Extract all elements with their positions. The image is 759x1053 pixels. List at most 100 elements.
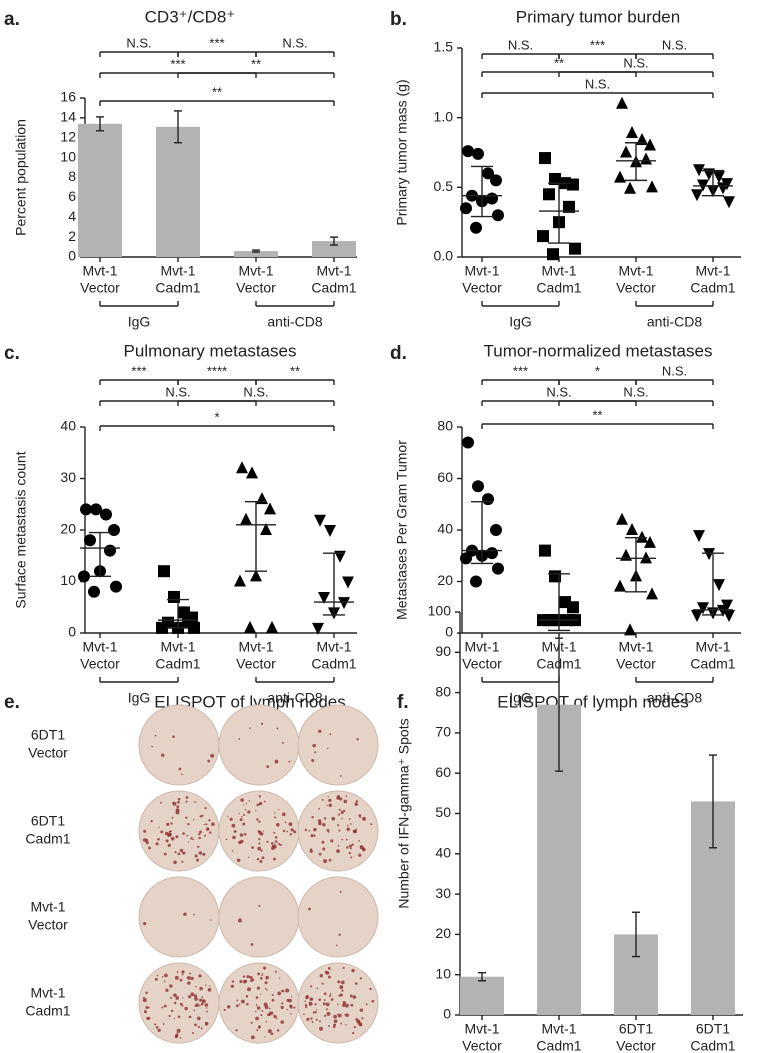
y-tick-label: 0.0	[434, 248, 454, 264]
spot	[258, 795, 262, 798]
group-label: anti-CD8	[267, 314, 322, 330]
data-point	[246, 466, 258, 479]
spot	[235, 1029, 238, 1032]
x-tick-label: Mvt-1	[83, 639, 118, 655]
data-point	[110, 580, 122, 593]
data-point	[314, 514, 326, 527]
data-point	[250, 569, 262, 582]
y-tick-label: 70	[435, 724, 451, 740]
x-tick-label: Vector	[462, 1038, 502, 1053]
spot	[227, 1005, 231, 1009]
spot	[179, 978, 183, 982]
data-point	[563, 200, 575, 213]
spot	[245, 994, 249, 998]
y-tick-label: 50	[435, 804, 451, 820]
spot	[260, 849, 263, 852]
spot	[179, 1002, 183, 1006]
spot	[370, 823, 373, 826]
spot	[274, 970, 277, 973]
spot	[175, 808, 180, 813]
spot	[328, 1025, 330, 1027]
spot	[163, 980, 166, 983]
spot	[323, 999, 326, 1001]
spot	[209, 831, 212, 834]
spot	[355, 800, 359, 803]
spot	[358, 853, 362, 857]
spot	[250, 943, 254, 946]
spot	[256, 1006, 261, 1010]
spot	[200, 1002, 204, 1006]
spot	[178, 767, 182, 771]
data-point	[244, 620, 256, 633]
significance-label: ****	[207, 363, 227, 378]
spot	[243, 813, 246, 816]
data-point	[324, 525, 336, 537]
spot	[280, 1005, 284, 1010]
spot	[327, 747, 329, 749]
y-tick-label: 0	[68, 248, 76, 264]
spot	[202, 852, 206, 856]
significance-label: N.S.	[623, 384, 648, 399]
spot	[289, 833, 292, 836]
spot	[316, 987, 319, 990]
x-tick-label: Mvt-1	[239, 263, 274, 279]
spot	[345, 838, 348, 841]
data-point	[693, 530, 705, 543]
spot	[337, 824, 340, 827]
spot	[181, 973, 184, 976]
spot	[328, 798, 332, 803]
spot	[279, 844, 281, 846]
significance-label: N.S.	[662, 37, 687, 52]
spot	[194, 801, 196, 803]
spot	[264, 981, 268, 985]
x-tick-label: Mvt-1	[619, 263, 654, 279]
spot	[199, 1004, 201, 1007]
spot	[326, 828, 330, 832]
well	[218, 876, 300, 958]
spot	[182, 851, 186, 855]
data-point	[693, 164, 705, 177]
x-tick-label: Mvt-1	[317, 639, 352, 655]
well	[138, 704, 220, 786]
spot	[250, 1021, 253, 1024]
spot	[264, 1005, 269, 1010]
y-tick-label: 60	[437, 469, 453, 485]
spot	[329, 733, 332, 736]
spot	[329, 994, 332, 998]
data-point	[614, 579, 626, 592]
data-point	[636, 530, 648, 543]
spot	[205, 1007, 208, 1009]
spot	[260, 1014, 263, 1017]
spot	[207, 759, 211, 763]
data-point	[713, 171, 725, 184]
spot	[273, 857, 276, 861]
spot	[167, 832, 172, 837]
row-label: Mvt-1	[31, 899, 66, 915]
spot	[369, 987, 372, 991]
spot	[158, 826, 160, 829]
spot	[361, 1017, 364, 1020]
spot	[333, 1019, 338, 1024]
x-tick-label: 6DT1	[619, 1021, 653, 1037]
spot	[337, 1013, 342, 1018]
spot	[192, 1031, 195, 1034]
spot	[259, 976, 263, 980]
spot	[236, 999, 239, 1002]
spot	[242, 979, 247, 984]
spot	[264, 987, 267, 990]
spot	[225, 838, 228, 840]
data-point	[312, 622, 324, 635]
spot	[322, 822, 326, 827]
spot	[351, 968, 355, 973]
spot	[165, 988, 169, 992]
significance-label: **	[290, 363, 300, 378]
bar	[460, 976, 504, 1015]
y-tick-label: 0	[443, 1006, 451, 1022]
spot	[145, 1006, 149, 1009]
group-label: IgG	[128, 314, 151, 330]
spot	[142, 996, 145, 999]
spot	[177, 852, 181, 856]
spot	[337, 844, 340, 847]
spot	[255, 1004, 258, 1006]
spot	[192, 838, 194, 841]
